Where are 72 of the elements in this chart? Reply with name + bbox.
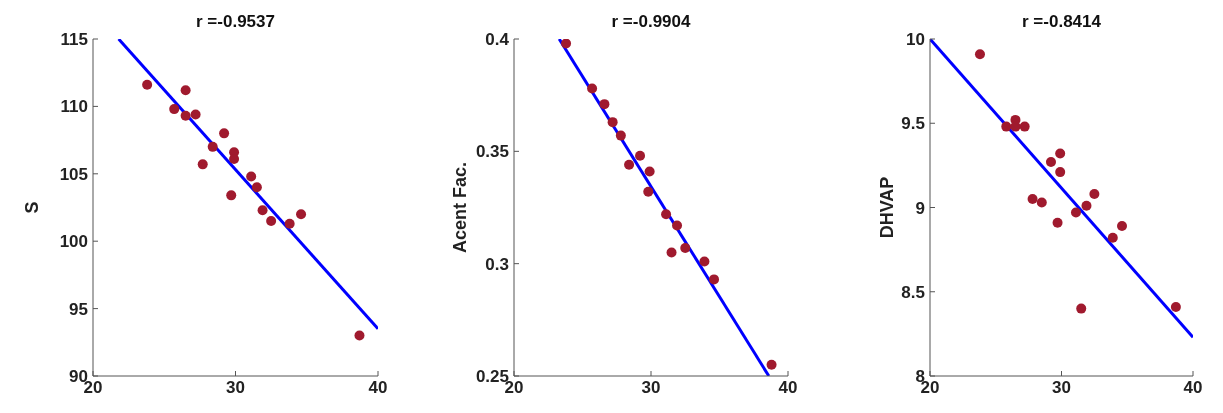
- y-tick-label: 110: [60, 97, 88, 117]
- y-tick-label: 115: [60, 30, 88, 50]
- chart-title: r =-0.9904: [610, 12, 692, 32]
- point: [1036, 197, 1047, 208]
- point: [180, 110, 191, 121]
- point: [561, 39, 572, 49]
- x-tick-label: 30: [1052, 378, 1071, 398]
- y-tick-label: 100: [59, 232, 88, 252]
- y-axis-title: Acent Fac.: [450, 161, 471, 254]
- point: [699, 256, 710, 267]
- point: [1055, 148, 1066, 159]
- point: [1089, 189, 1100, 200]
- point: [635, 150, 646, 161]
- point: [680, 242, 691, 253]
- point: [257, 205, 268, 216]
- point: [354, 330, 365, 341]
- point: [1070, 207, 1081, 218]
- y-axis-title: S: [22, 201, 43, 214]
- x-tick-label: 40: [778, 378, 798, 398]
- point: [169, 104, 180, 115]
- point: [226, 190, 237, 201]
- point: [180, 85, 191, 96]
- y-tick-label: 0.3: [485, 254, 509, 274]
- point: [1076, 303, 1087, 314]
- point: [587, 83, 598, 94]
- point: [672, 220, 683, 231]
- point: [607, 117, 618, 128]
- point: [190, 109, 201, 120]
- y-tick-label: 0.35: [475, 142, 509, 162]
- x-tick-label: 30: [226, 378, 245, 398]
- chart-title: r =-0.8414: [1021, 12, 1102, 32]
- y-tick-label: 8.5: [901, 282, 925, 302]
- point: [1001, 121, 1012, 132]
- point: [666, 247, 677, 258]
- point: [1081, 200, 1092, 211]
- x-tick-label: 30: [641, 378, 661, 398]
- y-tick-label: 9: [915, 198, 925, 218]
- point: [1045, 157, 1056, 168]
- y-tick-label: 9.5: [901, 114, 925, 134]
- x-tick-label: 40: [1183, 378, 1203, 398]
- point: [766, 359, 777, 370]
- y-tick-label: 95: [69, 299, 88, 319]
- point: [1055, 167, 1066, 178]
- point: [1052, 217, 1063, 228]
- point: [296, 209, 307, 220]
- point: [661, 209, 672, 220]
- point: [142, 79, 153, 90]
- point: [1170, 301, 1181, 312]
- point: [1107, 232, 1118, 243]
- chart-title: r =-0.9537: [195, 12, 276, 32]
- point: [1027, 194, 1038, 205]
- y-tick-label: 105: [59, 164, 88, 184]
- point: [251, 182, 262, 193]
- point: [284, 218, 295, 229]
- y-tick-label: 10: [906, 30, 925, 50]
- point: [599, 99, 610, 110]
- point: [266, 215, 277, 226]
- point: [974, 49, 985, 60]
- point: [644, 166, 655, 177]
- y-axis-title: DHVAP: [877, 176, 898, 239]
- point: [197, 159, 208, 170]
- point: [615, 130, 626, 141]
- point: [219, 128, 230, 139]
- point: [207, 141, 218, 152]
- point: [246, 171, 257, 182]
- point: [624, 159, 635, 170]
- y-tick-label: 0.4: [485, 30, 510, 50]
- x-tick-label: 40: [368, 378, 388, 398]
- point: [1019, 121, 1030, 132]
- point: [1116, 221, 1127, 232]
- point: [709, 274, 720, 285]
- point: [643, 186, 654, 197]
